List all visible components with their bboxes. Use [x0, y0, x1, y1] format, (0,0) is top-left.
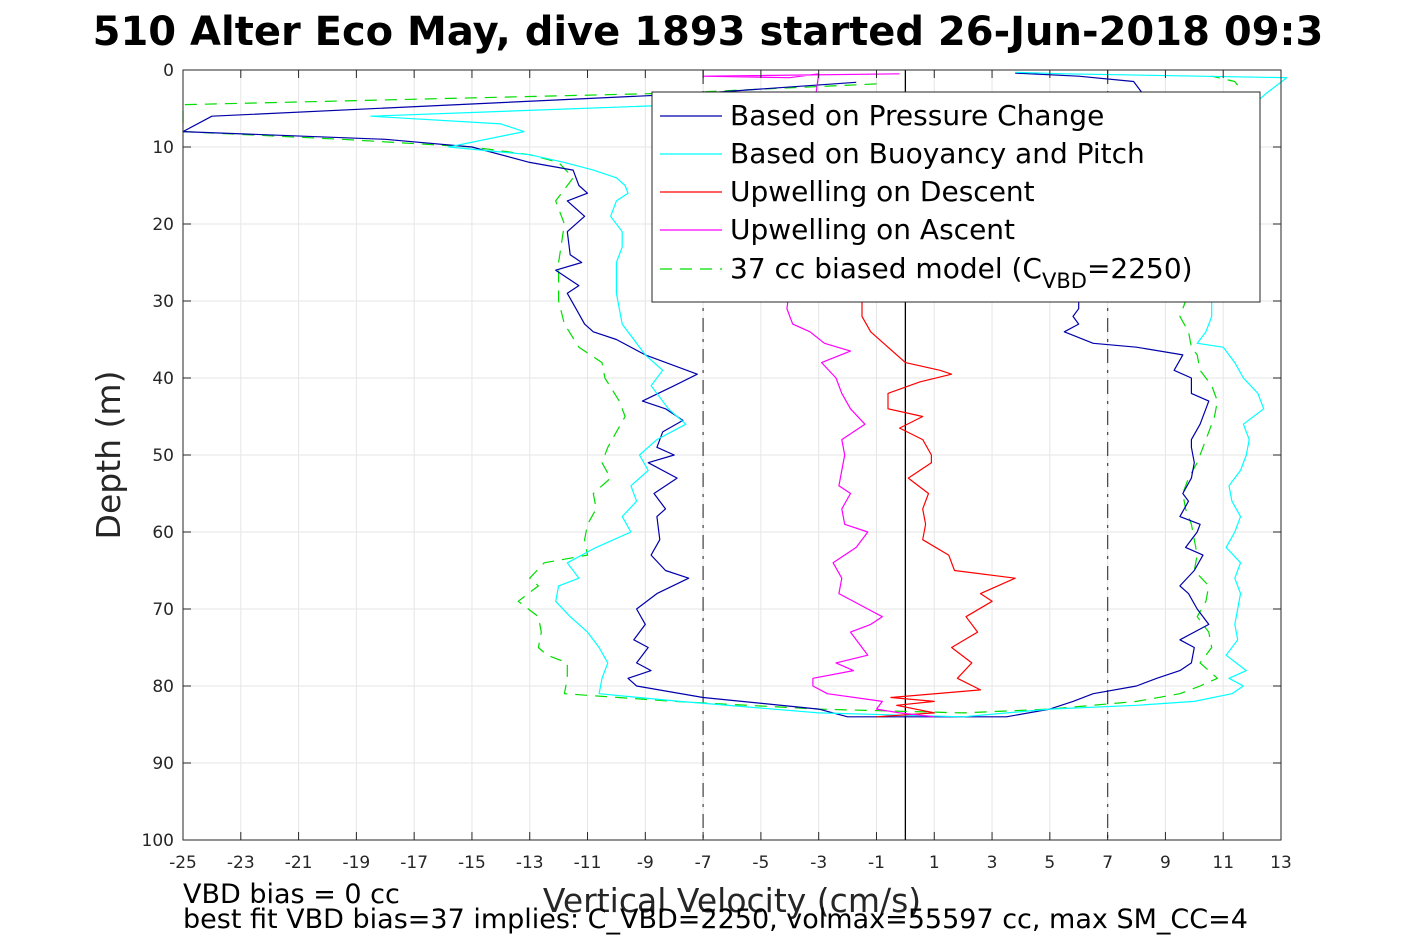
y-axis-ticks: 0 10 20 30 40 50 60 70 80 90 100: [142, 61, 1281, 851]
x-tick-label: 7: [1102, 853, 1113, 873]
x-tick-label: -21: [285, 853, 313, 873]
x-axis-label: Vertical Velocity (cm/s): [543, 881, 921, 920]
y-axis-label: Depth (m): [89, 371, 128, 540]
x-tick-label: 11: [1212, 853, 1234, 873]
y-tick-label: 50: [152, 446, 174, 466]
chart-title: 510 Alter Eco May, dive 1893 started 26-…: [93, 9, 1324, 55]
legend-item-model: 37 cc biased model (CVBD=2250): [660, 252, 1193, 293]
y-tick-label: 100: [142, 831, 174, 851]
series-line-1: [370, 71, 1288, 718]
y-tick-label: 90: [152, 754, 174, 774]
legend-label: Based on Pressure Change: [730, 99, 1104, 132]
series-line-2: [760, 115, 1016, 718]
x-axis-ticks: -25 -23 -21 -19 -17 -15 -13 -11 -9 -7 -5 -3 -1 1 3 5 7 9 1…: [169, 70, 1292, 873]
x-tick-label: -11: [574, 853, 602, 873]
y-tick-label: 80: [152, 677, 174, 697]
legend: Based on Pressure Change Based on Buoyanc…: [651, 91, 1261, 303]
x-tick-label: -7: [695, 853, 712, 873]
x-tick-label: -23: [227, 853, 255, 873]
footer-line-1: VBD bias = 0 cc: [183, 879, 400, 910]
series-line-3: [702, 73, 935, 718]
x-tick-label: 1: [929, 853, 940, 873]
legend-model-subscript: VBD: [1042, 269, 1087, 293]
x-tick-label: -3: [810, 853, 827, 873]
x-tick-label: -19: [342, 853, 370, 873]
y-tick-label: 10: [152, 138, 174, 158]
legend-model-suffix: =2250): [1087, 252, 1193, 285]
series-line-0: [182, 72, 1210, 718]
legend-box: [651, 91, 1261, 303]
legend-label-model: 37 cc biased model (CVBD=2250): [730, 252, 1193, 293]
legend-label: Upwelling on Ascent: [730, 213, 1015, 246]
x-tick-label: -9: [637, 853, 654, 873]
legend-model-prefix: 37 cc biased model (C: [730, 252, 1042, 285]
x-tick-label: -17: [400, 853, 428, 873]
x-tick-label: -5: [752, 853, 769, 873]
legend-items: Based on Pressure Change Based on Buoyanc…: [660, 99, 1145, 246]
x-tick-label: 13: [1270, 853, 1292, 873]
x-tick-label: 5: [1044, 853, 1055, 873]
y-tick-label: 60: [152, 523, 174, 543]
y-tick-label: 0: [163, 61, 174, 81]
footer-line-2: best fit VBD bias=37 implies: C_VBD=2250…: [183, 904, 1248, 935]
data-series: [182, 71, 1288, 718]
x-tick-label: -15: [458, 853, 486, 873]
y-tick-label: 20: [152, 215, 174, 235]
x-tick-label: -25: [169, 853, 197, 873]
x-tick-label: 9: [1160, 853, 1171, 873]
legend-label: Upwelling on Descent: [730, 175, 1035, 208]
y-tick-label: 40: [152, 369, 174, 389]
legend-label: Based on Buoyancy and Pitch: [730, 137, 1145, 170]
x-tick-label: -13: [516, 853, 544, 873]
x-tick-label: -1: [868, 853, 885, 873]
x-tick-label: 3: [987, 853, 998, 873]
y-tick-label: 70: [152, 600, 174, 620]
y-tick-label: 30: [152, 292, 174, 312]
